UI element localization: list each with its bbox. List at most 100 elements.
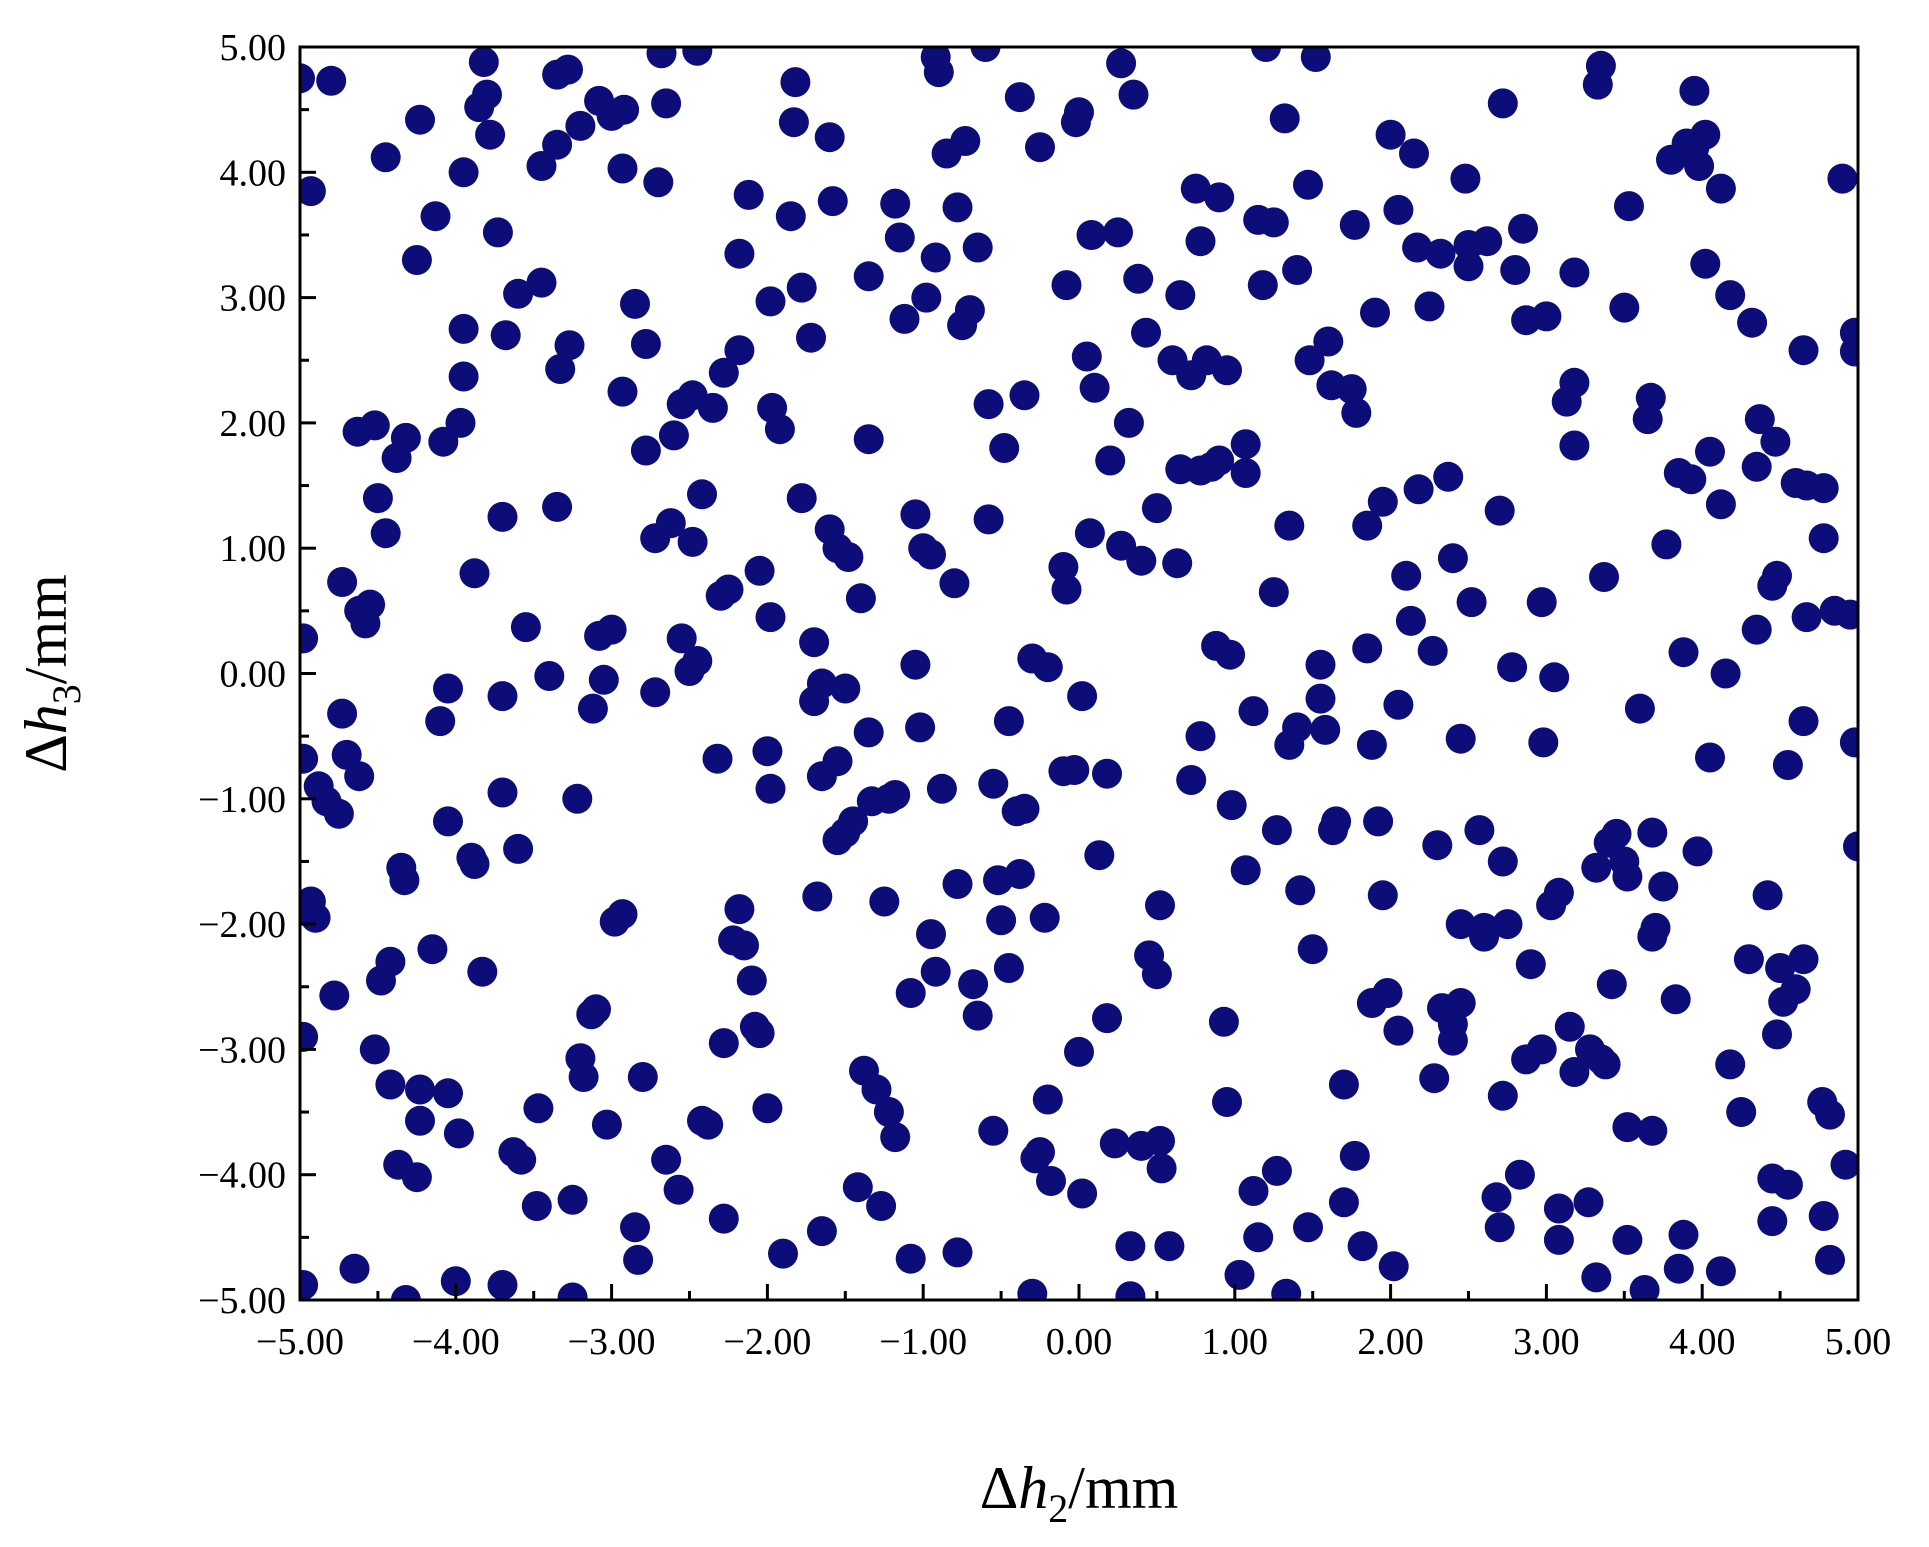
data-point bbox=[1788, 335, 1819, 366]
data-point bbox=[1118, 79, 1149, 110]
data-point bbox=[445, 407, 476, 438]
data-point bbox=[1554, 1011, 1585, 1042]
x-tick-label: 2.00 bbox=[1357, 1321, 1424, 1363]
data-point bbox=[1484, 1212, 1515, 1243]
data-point bbox=[609, 94, 640, 125]
x-tick-label: −2.00 bbox=[723, 1321, 811, 1363]
data-point bbox=[557, 1282, 588, 1300]
data-point bbox=[433, 673, 463, 704]
data-point bbox=[607, 153, 638, 184]
data-point bbox=[1726, 1097, 1757, 1127]
data-point bbox=[733, 179, 764, 210]
data-point bbox=[942, 869, 973, 899]
data-point bbox=[833, 542, 864, 572]
data-point bbox=[1004, 859, 1035, 889]
data-point bbox=[1690, 248, 1721, 279]
data-point bbox=[545, 354, 576, 384]
data-point bbox=[405, 1105, 435, 1136]
data-point bbox=[627, 1062, 658, 1092]
data-point bbox=[842, 1172, 873, 1203]
data-point bbox=[1835, 599, 1858, 630]
data-point bbox=[736, 965, 767, 996]
data-point bbox=[1456, 587, 1487, 618]
data-point bbox=[1363, 806, 1394, 837]
data-point bbox=[1185, 721, 1216, 752]
data-point bbox=[911, 282, 942, 313]
data-point bbox=[799, 686, 830, 717]
data-point bbox=[1762, 560, 1792, 591]
data-point bbox=[1375, 119, 1406, 150]
data-point bbox=[1145, 1125, 1175, 1156]
data-point bbox=[942, 192, 973, 223]
data-point bbox=[1419, 1063, 1450, 1094]
data-point bbox=[506, 1144, 537, 1175]
data-point bbox=[1640, 912, 1671, 943]
data-point bbox=[1285, 875, 1316, 906]
data-point bbox=[755, 286, 786, 317]
y-axis-title-sub: 3 bbox=[44, 684, 89, 704]
x-tick-label: 4.00 bbox=[1669, 1321, 1736, 1363]
data-point bbox=[344, 761, 375, 792]
data-point bbox=[796, 322, 826, 353]
data-point bbox=[1293, 169, 1323, 200]
data-point bbox=[1733, 944, 1764, 975]
data-point bbox=[900, 499, 931, 530]
data-point bbox=[989, 433, 1020, 463]
data-point bbox=[1609, 292, 1640, 323]
data-point bbox=[1067, 1178, 1098, 1209]
data-point bbox=[744, 555, 775, 586]
data-point bbox=[708, 1203, 739, 1234]
data-point bbox=[1230, 429, 1261, 460]
data-point bbox=[1391, 560, 1422, 591]
data-point bbox=[562, 783, 593, 814]
data-point bbox=[323, 798, 354, 829]
data-point bbox=[1084, 840, 1115, 871]
data-point bbox=[1403, 474, 1434, 505]
data-point bbox=[1601, 818, 1632, 849]
data-point bbox=[1212, 355, 1242, 386]
data-point bbox=[942, 1237, 973, 1268]
data-point bbox=[300, 623, 319, 654]
data-point bbox=[1123, 263, 1154, 294]
data-point bbox=[534, 661, 565, 691]
data-point bbox=[775, 201, 806, 232]
x-tick-label: 5.00 bbox=[1825, 1321, 1892, 1363]
data-point bbox=[300, 1270, 319, 1300]
data-point bbox=[1433, 461, 1464, 492]
data-point bbox=[487, 501, 518, 532]
data-point bbox=[1165, 280, 1196, 311]
data-point bbox=[1695, 436, 1725, 467]
data-point bbox=[1589, 562, 1619, 592]
data-point bbox=[327, 698, 358, 729]
data-point bbox=[433, 806, 463, 837]
data-point bbox=[1356, 729, 1387, 760]
y-tick-label: 2.00 bbox=[220, 403, 287, 445]
data-point bbox=[1230, 855, 1261, 886]
data-point bbox=[786, 483, 817, 514]
data-point bbox=[1445, 909, 1476, 940]
x-axis-title: Δh2/mm bbox=[980, 1455, 1179, 1531]
data-point bbox=[1341, 397, 1372, 428]
data-point bbox=[1815, 1099, 1845, 1130]
y-tick-label: −5.00 bbox=[198, 1280, 286, 1322]
data-point bbox=[993, 953, 1024, 983]
x-axis-title-var: h bbox=[1018, 1455, 1048, 1521]
data-point bbox=[1715, 280, 1746, 311]
data-point bbox=[780, 67, 811, 98]
data-point bbox=[1328, 1187, 1359, 1218]
x-tick-label: −1.00 bbox=[879, 1321, 967, 1363]
data-point bbox=[1067, 681, 1098, 712]
data-point bbox=[1612, 861, 1643, 892]
data-point bbox=[1313, 326, 1344, 357]
x-tick-label: −3.00 bbox=[568, 1321, 656, 1363]
data-point bbox=[510, 612, 541, 643]
data-point bbox=[1310, 714, 1341, 745]
data-point bbox=[1032, 1084, 1063, 1115]
data-point bbox=[1543, 1224, 1574, 1255]
data-point bbox=[1590, 1049, 1621, 1080]
data-point bbox=[553, 54, 583, 85]
data-point bbox=[1422, 830, 1453, 861]
data-point bbox=[1238, 1176, 1269, 1206]
data-point bbox=[339, 1253, 370, 1284]
data-point bbox=[889, 303, 920, 334]
